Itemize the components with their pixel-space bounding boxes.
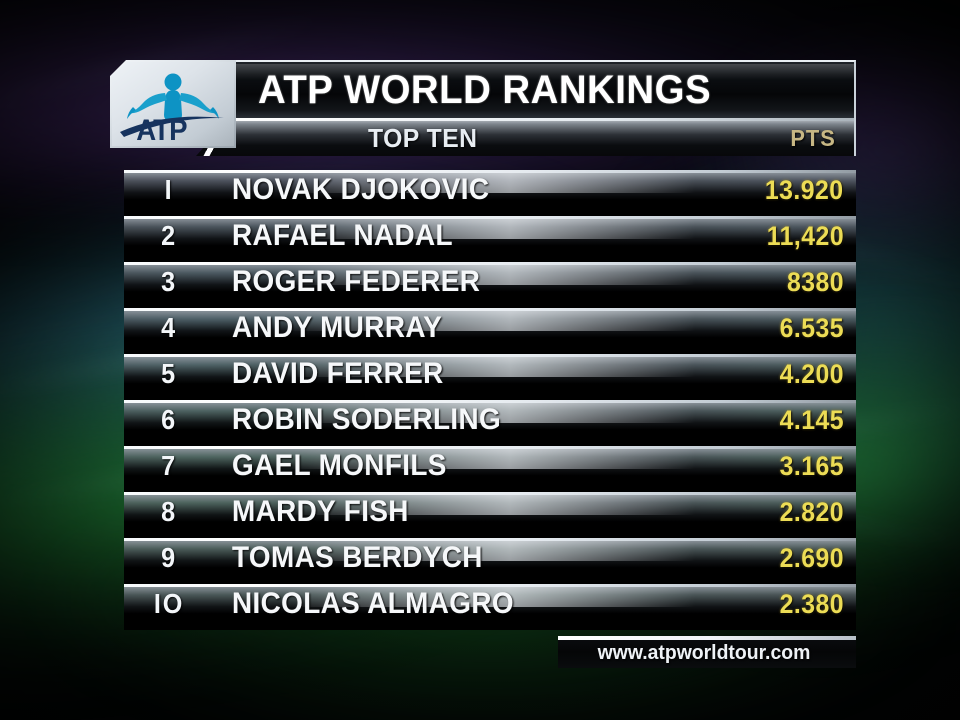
points-column-header: PTS [790, 125, 836, 151]
row-rule [124, 216, 856, 219]
title-bar: ATP WORLD RANKINGS [236, 60, 856, 118]
row-player-name: MARDY FISH [232, 495, 409, 528]
row-rank: I [164, 174, 174, 205]
atp-logo-wordmark: ATP [136, 114, 187, 147]
title-bar-sheen [236, 64, 854, 80]
row-rank: IO [153, 588, 185, 619]
atp-tennis-player-icon [120, 73, 224, 137]
row-player-name: ANDY MURRAY [232, 311, 443, 344]
row-rule [124, 400, 856, 403]
row-player-name: ROGER FEDERER [232, 265, 481, 298]
row-rank: 6 [161, 404, 177, 435]
row-rank: 2 [161, 220, 177, 251]
row-points: 13.920 [765, 175, 844, 205]
row-points: 8380 [786, 267, 844, 297]
row-points: 4.145 [779, 405, 844, 435]
row-points: 2.820 [779, 497, 844, 527]
row-rule [124, 170, 856, 173]
table-row: 3 ROGER FEDERER 8380 [124, 262, 856, 308]
page-title: ATP WORLD RANKINGS [258, 68, 712, 112]
table-row: 8 MARDY FISH 2.820 [124, 492, 856, 538]
row-rule [124, 354, 856, 357]
row-points: 2.380 [779, 589, 844, 619]
row-rule [124, 538, 856, 541]
table-row: 4 ANDY MURRAY 6.535 [124, 308, 856, 354]
row-points: 11,420 [766, 221, 844, 251]
table-row: 6 ROBIN SODERLING 4.145 [124, 400, 856, 446]
graphic-header: ATP WORLD RANKINGS [110, 60, 856, 118]
row-player-name: NOVAK DJOKOVIC [232, 173, 490, 206]
row-rule [124, 446, 856, 449]
row-rule [124, 262, 856, 265]
row-points: 6.535 [779, 313, 844, 343]
row-rank: 7 [161, 450, 177, 481]
row-player-name: TOMAS BERDYCH [232, 541, 483, 574]
table-row: 2 RAFAEL NADAL 11,420 [124, 216, 856, 262]
table-row: 7 GAEL MONFILS 3.165 [124, 446, 856, 492]
table-row: IO NICOLAS ALMAGRO 2.380 [124, 584, 856, 630]
rankings-table: I NOVAK DJOKOVIC 13.920 2 RAFAEL NADAL 11,420… [124, 170, 856, 630]
subheader-bar: TOP TEN PTS [196, 118, 856, 156]
row-rank: 8 [161, 496, 177, 527]
atp-logo-box: ATP [110, 60, 236, 148]
row-rule [124, 584, 856, 587]
row-rule [124, 308, 856, 311]
row-points: 3.165 [779, 451, 844, 481]
table-row: 5 DAVID FERRER 4.200 [124, 354, 856, 400]
subheader-label: TOP TEN [368, 123, 478, 153]
footer-url-bar: www.atpworldtour.com [558, 636, 856, 668]
row-rank: 5 [161, 358, 177, 389]
table-row: I NOVAK DJOKOVIC 13.920 [124, 170, 856, 216]
table-row: 9 TOMAS BERDYCH 2.690 [124, 538, 856, 584]
row-rule [124, 492, 856, 495]
row-points: 4.200 [779, 359, 844, 389]
row-player-name: GAEL MONFILS [232, 449, 447, 482]
row-rank: 4 [161, 312, 177, 343]
footer-rule [558, 636, 856, 640]
row-player-name: RAFAEL NADAL [232, 219, 453, 252]
row-player-name: ROBIN SODERLING [232, 403, 502, 436]
subheader-rule [230, 118, 854, 121]
footer-url: www.atpworldtour.com [597, 642, 811, 664]
row-rank: 9 [161, 542, 177, 573]
row-points: 2.690 [779, 543, 844, 573]
row-rank: 3 [161, 266, 177, 297]
row-player-name: NICOLAS ALMAGRO [232, 587, 514, 620]
row-player-name: DAVID FERRER [232, 357, 444, 390]
rankings-graphic-panel: ATP WORLD RANKINGS TOP TEN PTS ATP I NOVA… [110, 60, 856, 668]
